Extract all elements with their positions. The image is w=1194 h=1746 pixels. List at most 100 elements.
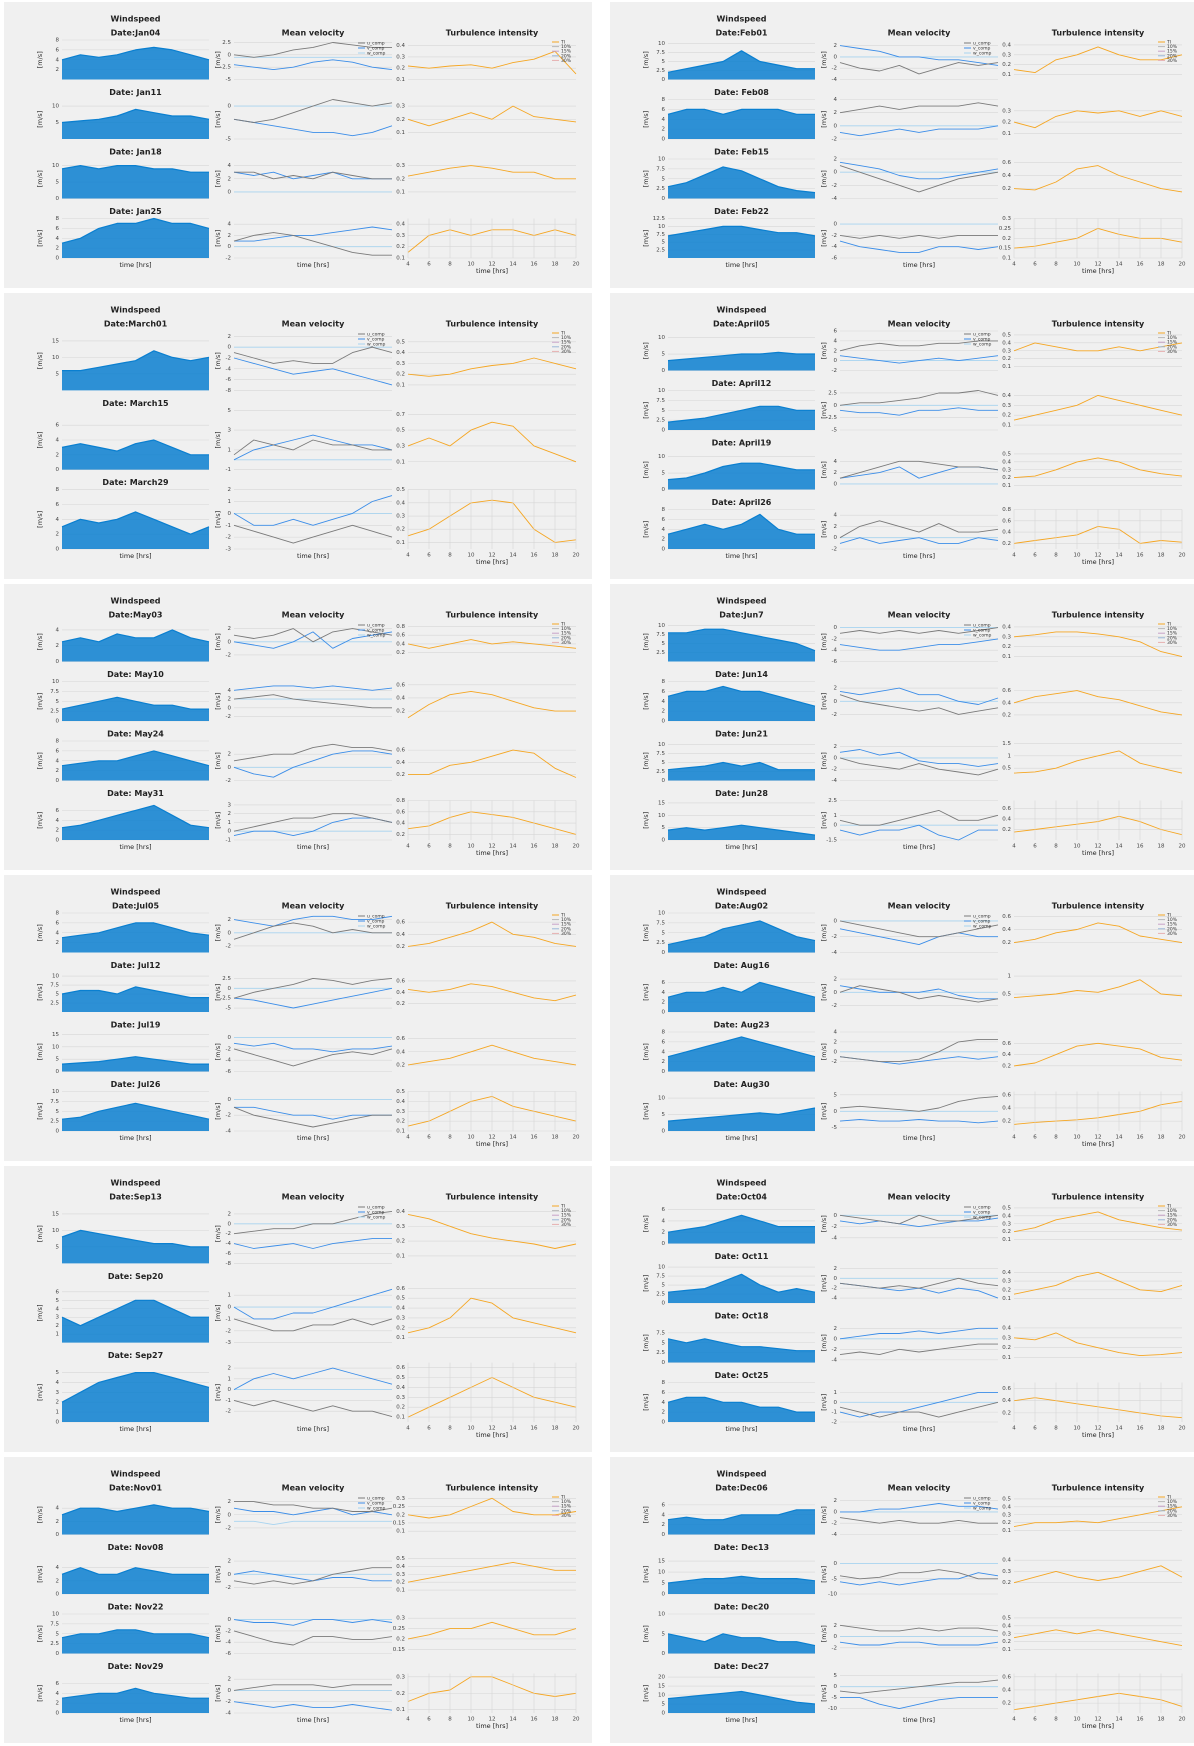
legend-label: v_comp bbox=[973, 338, 991, 343]
x-tick-label: 10 bbox=[1074, 262, 1081, 268]
legend-label: 10% bbox=[1167, 44, 1178, 50]
y-tick-label: 2.5 bbox=[828, 798, 837, 804]
y-tick-label: -2 bbox=[832, 767, 837, 773]
y-tick-label: 0 bbox=[56, 256, 60, 262]
y-tick-label: 6 bbox=[662, 517, 666, 523]
y-tick-label: 2 bbox=[662, 127, 666, 133]
series-line bbox=[667, 351, 815, 362]
area-fill bbox=[668, 514, 815, 549]
series-line bbox=[1013, 110, 1183, 129]
y-tick-label: 10 bbox=[52, 1612, 59, 1618]
series-line bbox=[667, 166, 816, 194]
legend-label: w_comp bbox=[973, 925, 992, 930]
y-tick-label: 15 bbox=[658, 1684, 665, 1690]
x-tick-label: 8 bbox=[448, 1717, 452, 1723]
panel-title: Windspeed bbox=[716, 888, 766, 897]
series-line bbox=[233, 1567, 392, 1585]
y-tick-label: 2.5 bbox=[50, 1641, 59, 1647]
y-tick-label: 0 bbox=[228, 189, 232, 195]
y-tick-label: -2 bbox=[832, 1224, 837, 1230]
y-tick-label: 5 bbox=[662, 408, 666, 414]
y-tick-label: 0 bbox=[228, 244, 232, 250]
y-axis-label: [m/s] bbox=[36, 693, 44, 710]
date-label: Date:Jun7 bbox=[719, 611, 763, 620]
series-line bbox=[1013, 165, 1183, 193]
legend-label: 10% bbox=[561, 44, 572, 50]
y-tick-label: 0 bbox=[228, 1617, 232, 1623]
y-axis-label: [m/s] bbox=[820, 633, 828, 650]
x-tick-label: 6 bbox=[427, 1717, 431, 1723]
legend-label: w_comp bbox=[973, 52, 992, 57]
y-tick-label: 5 bbox=[662, 1631, 666, 1637]
x-tick-label: 20 bbox=[573, 1135, 580, 1141]
area-fill bbox=[62, 1629, 209, 1654]
series-line bbox=[667, 1509, 815, 1521]
y-tick-label: 0.2 bbox=[1002, 644, 1011, 650]
area-fill bbox=[62, 1688, 209, 1713]
y-tick-label: 2 bbox=[834, 470, 838, 476]
series-line bbox=[839, 102, 999, 114]
legend-label: 30% bbox=[1167, 349, 1178, 355]
x-tick-label: 10 bbox=[468, 262, 475, 268]
area-fill bbox=[62, 1504, 209, 1535]
legend-label: 15% bbox=[561, 340, 572, 346]
y-tick-label: 2 bbox=[662, 1522, 666, 1528]
series-line bbox=[839, 62, 999, 75]
series-line bbox=[1013, 342, 1183, 352]
y-axis-label: [m/s] bbox=[820, 1275, 828, 1292]
legend-label: w_comp bbox=[973, 343, 992, 348]
y-tick-label: 0.5 bbox=[1002, 1496, 1011, 1502]
y-tick-label: 0.1 bbox=[396, 459, 405, 465]
series-line bbox=[233, 631, 393, 649]
y-tick-label: 0 bbox=[834, 1109, 838, 1115]
y-tick-label: 0 bbox=[228, 705, 232, 711]
y-tick-label: -4 bbox=[832, 196, 838, 202]
area-fill bbox=[62, 165, 209, 199]
x-tick-label: 8 bbox=[1054, 1717, 1058, 1723]
series-line bbox=[407, 421, 577, 463]
y-tick-label: 2 bbox=[228, 697, 232, 703]
y-tick-label: 8 bbox=[56, 739, 60, 745]
y-tick-label: 0 bbox=[662, 77, 666, 83]
y-tick-label: 0.1 bbox=[396, 1129, 405, 1135]
y-tick-label: 0 bbox=[834, 699, 838, 705]
x-tick-label: 4 bbox=[406, 1717, 410, 1723]
y-tick-label: 0 bbox=[834, 358, 838, 364]
y-tick-label: 0 bbox=[56, 196, 60, 202]
y-tick-label: 5 bbox=[56, 1370, 60, 1376]
series-line bbox=[61, 511, 210, 535]
y-tick-label: 0 bbox=[662, 547, 666, 553]
series-line bbox=[1013, 1506, 1183, 1528]
y-tick-label: 4 bbox=[662, 1400, 666, 1406]
y-tick-label: 0 bbox=[834, 403, 838, 409]
legend-label: u_comp bbox=[367, 333, 385, 338]
y-tick-label: 10 bbox=[658, 388, 665, 394]
y-tick-label: 0 bbox=[662, 487, 666, 493]
x-tick-label: 20 bbox=[573, 844, 580, 850]
y-axis-label: [m/s] bbox=[642, 812, 650, 829]
y-tick-label: 0.4 bbox=[396, 222, 405, 228]
y-tick-label: 0 bbox=[56, 1129, 60, 1135]
y-tick-label: 0 bbox=[56, 659, 60, 665]
y-tick-label: -6 bbox=[226, 377, 232, 383]
legend-label: u_comp bbox=[973, 1206, 991, 1211]
x-tick-label: 8 bbox=[448, 1426, 452, 1432]
y-tick-label: 0 bbox=[834, 990, 838, 996]
y-tick-label: 2 bbox=[662, 709, 666, 715]
series-line bbox=[61, 1504, 210, 1516]
legend-label: 20% bbox=[561, 635, 572, 641]
area-fill bbox=[668, 1215, 815, 1244]
y-tick-label: 4 bbox=[56, 1565, 60, 1571]
y-tick-label: 1 bbox=[56, 1410, 60, 1416]
y-tick-label: 4 bbox=[834, 459, 838, 465]
y-tick-label: 2 bbox=[834, 43, 838, 49]
x-tick-label: 6 bbox=[427, 262, 431, 268]
y-tick-label: 4 bbox=[662, 527, 666, 533]
legend-label: 20% bbox=[1167, 1217, 1178, 1223]
series-line bbox=[667, 824, 816, 836]
x-axis-label: time [hrs] bbox=[297, 261, 329, 269]
y-tick-label: -2 bbox=[832, 368, 837, 374]
area-fill bbox=[668, 1576, 815, 1594]
y-tick-label: -5 bbox=[226, 137, 232, 143]
date-label: Date: April19 bbox=[712, 439, 772, 448]
